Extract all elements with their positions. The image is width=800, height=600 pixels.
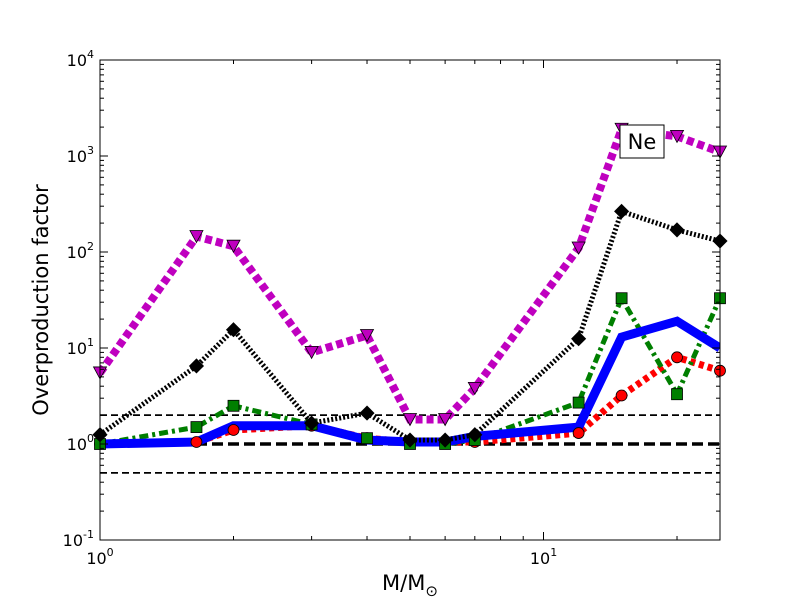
marker-black-10	[669, 222, 685, 238]
y-tick-label-3: 102	[67, 240, 94, 262]
annotation-box: Ne	[619, 124, 665, 159]
y-tick-label-5: 104	[67, 48, 94, 70]
marker-green-1	[190, 421, 203, 433]
marker-black-8	[571, 331, 587, 347]
marker-green-9	[615, 292, 628, 305]
y-tick-label-2: 101	[67, 336, 94, 358]
x-axis-title: M/M⊙	[382, 571, 438, 600]
annotation-text: Ne	[628, 130, 657, 154]
y-tick-label-0: 10-1	[63, 528, 94, 550]
marker-magenta-10	[669, 130, 685, 144]
marker-magenta-4	[359, 329, 375, 343]
marker-red-9	[615, 389, 628, 402]
y-tick-label-4: 103	[67, 144, 94, 166]
series-line-green	[100, 292, 720, 447]
x-tick-label-1: 101	[530, 546, 557, 568]
marker-red-2	[227, 424, 240, 436]
marker-black-7	[467, 427, 483, 443]
marker-green-10	[671, 388, 683, 401]
y-axis-title: Overproduction factor	[29, 184, 53, 416]
marker-magenta-5	[402, 413, 418, 427]
marker-magenta-7	[467, 381, 482, 396]
series-layer	[100, 124, 720, 449]
marker-magenta-2	[226, 239, 241, 254]
marker-magenta-1	[189, 230, 204, 244]
marker-green-4	[361, 432, 373, 445]
marker-green-2	[227, 399, 240, 412]
marker-magenta-8	[571, 241, 586, 255]
x-axis-title-subscript: ⊙	[425, 582, 438, 600]
marker-black-4	[359, 405, 375, 421]
marker-black-5	[402, 432, 418, 448]
marker-red-8	[572, 427, 585, 439]
marker-magenta-6	[437, 413, 453, 427]
series-line-magenta	[100, 124, 720, 424]
marker-magenta-3	[304, 345, 319, 360]
marker-red-10	[671, 351, 683, 364]
marker-black-3	[304, 415, 320, 431]
marker-black-9	[614, 203, 630, 219]
annotation-frame	[619, 124, 665, 159]
x-axis-title-text: M/M	[382, 571, 425, 595]
marker-green-8	[572, 396, 585, 409]
marker-black-1	[188, 358, 205, 374]
marker-black-2	[225, 322, 242, 338]
marker-black-6	[437, 432, 453, 448]
series-line-black	[100, 208, 720, 443]
ticks-layer	[99, 59, 720, 541]
marker-red-1	[190, 436, 203, 448]
x-tick-label-0: 100	[86, 546, 113, 568]
y-tick-label-1: 100	[67, 432, 94, 454]
